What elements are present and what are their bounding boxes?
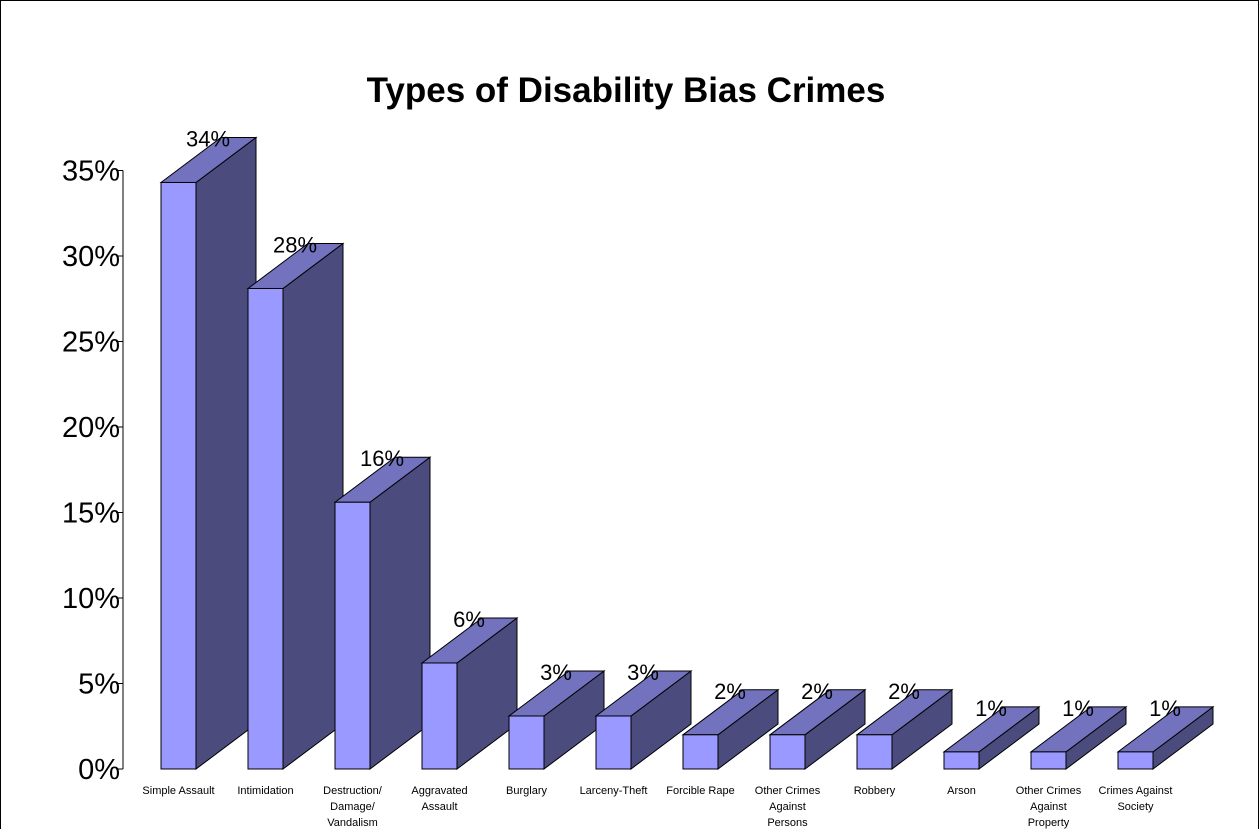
data-labels: 34% 28% 16% 6% 3% 3% 2% 2% 2% 1% 1% 1% [186,126,1181,720]
x-tick-label: Other Crimes Against Property [1016,785,1082,829]
bar-front-face [160,181,197,770]
data-label: 6% [453,607,485,632]
y-tick-label: 0% [78,754,120,786]
data-label: 2% [801,679,833,704]
data-label: 1% [975,696,1007,721]
x-tick-label: Destruction/Damage/Vandalism [323,785,383,829]
bar-front-face [508,715,545,770]
x-tick-label-line: Robbery [854,785,896,797]
x-tick-label-line: Property [1028,817,1070,829]
data-label: 3% [540,660,572,685]
bar-front-face [1117,751,1154,770]
bar-front-face [856,734,893,770]
bar-front-face [247,287,284,770]
x-tick-label-line: Simple Assault [142,785,214,797]
bars [159,136,1215,770]
x-tick-label-line: Persons [767,817,808,829]
y-tick-label: 30% [62,241,120,273]
data-label: 3% [627,660,659,685]
data-label: 1% [1149,696,1181,721]
bar-front-face [334,501,371,770]
x-tick-label-line: Damage/ [330,801,376,813]
bar [942,705,1041,770]
bar-front-face [943,751,980,770]
x-tick-label-line: Larceny-Theft [580,785,648,797]
bar-front-face [421,662,458,770]
bar [333,456,432,770]
x-tick-label-line: Intimidation [237,785,293,797]
y-tick-label: 10% [62,583,120,615]
bar-side-face [369,456,431,770]
x-tick-label-line: Other Crimes [1016,785,1082,797]
x-tick-label: Aggravated Assault [411,785,467,813]
x-tick-label-line: Assault [421,801,457,813]
bar-front-face [1030,751,1067,770]
data-label: 28% [273,232,317,257]
y-tick-label: 5% [78,669,120,701]
x-tick-label-line: Against [1030,801,1067,813]
x-tick-label: Arson [947,785,976,797]
data-label: 1% [1062,696,1094,721]
bar-side-face [195,136,257,770]
y-tick-label: 35% [62,156,120,188]
y-tick-label: 25% [62,327,120,359]
bar [507,669,606,770]
x-tick-label-line: Aggravated [411,785,467,797]
x-tick-label: Other Crimes Against Persons [755,785,821,829]
chart-title: Types of Disability Bias Crimes [367,71,886,110]
bar-front-face [682,734,719,770]
x-tick-label-line: Forcible Rape [666,785,734,797]
x-tick-label: Intimidation [237,785,293,797]
data-label: 16% [360,446,404,471]
bar-side-face [282,242,344,770]
data-label: 2% [714,679,746,704]
bar [1029,705,1128,770]
y-tick-label: 15% [62,498,120,530]
bar [159,136,258,770]
x-tick-label: Simple Assault [142,785,214,797]
bar [420,616,519,770]
x-tick-label: Robbery [854,785,896,797]
bar [681,688,780,770]
y-axis: 0% 5% 10% 15% 20% 25% 30% 35% [62,156,124,786]
x-tick-label-line: Destruction/ [323,785,383,797]
x-tick-label-line: Society [1117,801,1154,813]
bar-front-face [769,734,806,770]
x-tick-label-line: Arson [947,785,976,797]
bar [1116,705,1215,770]
x-tick-label-line: Crimes Against [1099,785,1173,797]
x-tick-label: Forcible Rape [666,785,734,797]
x-tick-label: Larceny-Theft [580,785,648,797]
x-axis-labels: Simple Assault Intimidation Destruction/Da… [142,785,1172,829]
x-tick-label-line: Burglary [506,785,547,797]
bar [768,688,867,770]
bar-front-face [595,715,632,770]
bar [594,669,693,770]
data-label: 34% [186,126,230,151]
x-tick-label-line: Vandalism [327,817,378,829]
x-tick-label: Burglary [506,785,547,797]
y-tick-label: 20% [62,412,120,444]
data-label: 2% [888,679,920,704]
x-tick-label-line: Other Crimes [755,785,821,797]
bar [246,242,345,770]
x-tick-label: Crimes Against Society [1099,785,1173,813]
x-tick-label-line: Against [769,801,806,813]
bar [855,688,954,770]
